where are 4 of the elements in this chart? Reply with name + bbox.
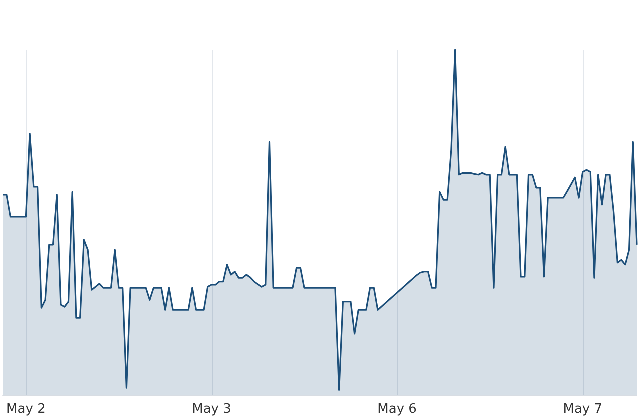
x-tick-label: May 7 [563,402,603,417]
x-tick-label: May 3 [192,402,232,417]
x-tick-label: May 6 [378,402,417,417]
x-tick-label: May 2 [6,402,46,417]
